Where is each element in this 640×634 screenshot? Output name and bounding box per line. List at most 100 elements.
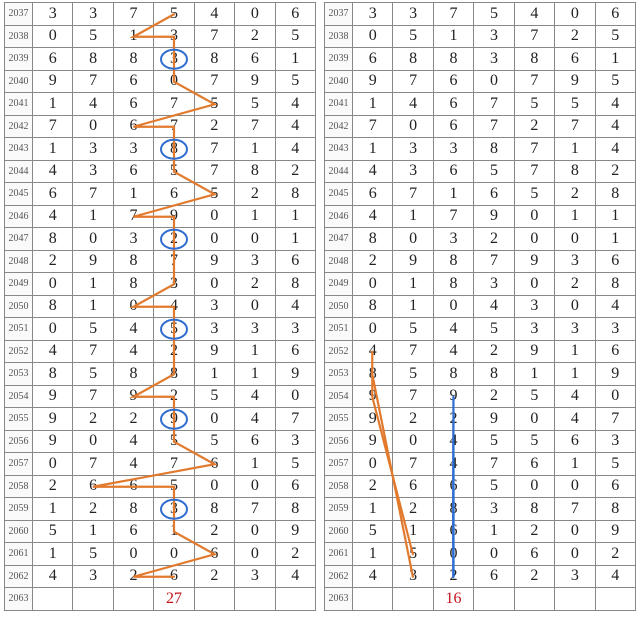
cell: 2 (154, 228, 194, 251)
cell: 4 (113, 318, 153, 341)
cell: 5 (514, 385, 554, 408)
cell: 0 (474, 70, 514, 93)
cell: 2 (393, 498, 433, 521)
cell: 2 (595, 543, 635, 566)
cell: 4 (595, 138, 635, 161)
cell: 0 (235, 295, 275, 318)
cell: 2 (194, 520, 234, 543)
cell: 0 (33, 453, 73, 476)
cell: 7 (393, 340, 433, 363)
cell: 7 (474, 115, 514, 138)
row-index: 2063 (5, 588, 33, 611)
cell (275, 588, 315, 611)
cell (194, 588, 234, 611)
cell: 0 (73, 430, 113, 453)
cell: 3 (275, 430, 315, 453)
cell (235, 588, 275, 611)
cell: 0 (353, 453, 393, 476)
table-row: 20409760795 (5, 70, 316, 93)
cell: 0 (194, 273, 234, 296)
row-index: 2059 (5, 498, 33, 521)
cell: 7 (113, 205, 153, 228)
cell: 8 (194, 48, 234, 71)
cell: 9 (555, 70, 595, 93)
cell: 0 (555, 295, 595, 318)
cell: 4 (235, 385, 275, 408)
cell: 2 (514, 520, 554, 543)
cell: 0 (194, 205, 234, 228)
cell: 7 (235, 498, 275, 521)
cell: 8 (154, 138, 194, 161)
cell: 9 (595, 363, 635, 386)
cell: 6 (595, 3, 635, 26)
cell: 3 (433, 228, 473, 251)
table-row: 20591283878 (5, 498, 316, 521)
cell: 8 (595, 498, 635, 521)
cell: 7 (154, 250, 194, 273)
cell: 4 (275, 565, 315, 588)
table-row: 20508104304 (325, 295, 636, 318)
cell: 5 (474, 160, 514, 183)
cell: 4 (555, 385, 595, 408)
cell: 8 (474, 363, 514, 386)
cell: 5 (514, 430, 554, 453)
cell: 4 (113, 453, 153, 476)
cell: 5 (33, 520, 73, 543)
cell: 5 (73, 363, 113, 386)
cell: 3 (73, 138, 113, 161)
cell (113, 588, 153, 611)
cell: 9 (154, 408, 194, 431)
cell: 4 (474, 295, 514, 318)
cell: 6 (433, 70, 473, 93)
cell: 8 (33, 363, 73, 386)
row-index: 2058 (325, 475, 353, 498)
cell: 1 (33, 498, 73, 521)
cell: 6 (275, 475, 315, 498)
cell: 7 (595, 408, 635, 431)
cell: 7 (393, 70, 433, 93)
cell: 2 (73, 498, 113, 521)
cell: 7 (555, 498, 595, 521)
cell: 3 (154, 48, 194, 71)
cell: 4 (194, 3, 234, 26)
cell: 1 (555, 205, 595, 228)
table-row: 20605161209 (5, 520, 316, 543)
cell: 6 (113, 115, 153, 138)
cell: 1 (154, 520, 194, 543)
table-row: 20456716528 (5, 183, 316, 206)
cell: 5 (393, 363, 433, 386)
cell: 8 (154, 363, 194, 386)
cell: 7 (73, 70, 113, 93)
cell: 16 (433, 588, 473, 611)
cell: 5 (474, 318, 514, 341)
cell: 1 (235, 138, 275, 161)
table-row: 20582665006 (325, 475, 636, 498)
cell: 5 (194, 93, 234, 116)
cell: 3 (555, 318, 595, 341)
cell: 5 (154, 430, 194, 453)
row-index: 2039 (5, 48, 33, 71)
cell: 0 (433, 295, 473, 318)
cell: 6 (353, 48, 393, 71)
cell: 6 (514, 453, 554, 476)
cell: 4 (555, 408, 595, 431)
cell: 4 (113, 340, 153, 363)
cell: 5 (275, 70, 315, 93)
row-index: 2038 (325, 25, 353, 48)
cell: 8 (194, 498, 234, 521)
cell: 6 (433, 115, 473, 138)
table-row: 20569045563 (5, 430, 316, 453)
table-row: 20605161209 (325, 520, 636, 543)
cell (474, 588, 514, 611)
cell: 9 (275, 363, 315, 386)
cell: 6 (433, 160, 473, 183)
row-index: 2056 (325, 430, 353, 453)
cell: 2 (275, 543, 315, 566)
cell: 3 (393, 138, 433, 161)
left-table: 2037337540620380513725203968838612040976… (4, 2, 316, 611)
cell: 9 (474, 205, 514, 228)
cell: 7 (514, 160, 554, 183)
cell: 1 (393, 205, 433, 228)
cell: 9 (235, 70, 275, 93)
cell: 0 (113, 543, 153, 566)
